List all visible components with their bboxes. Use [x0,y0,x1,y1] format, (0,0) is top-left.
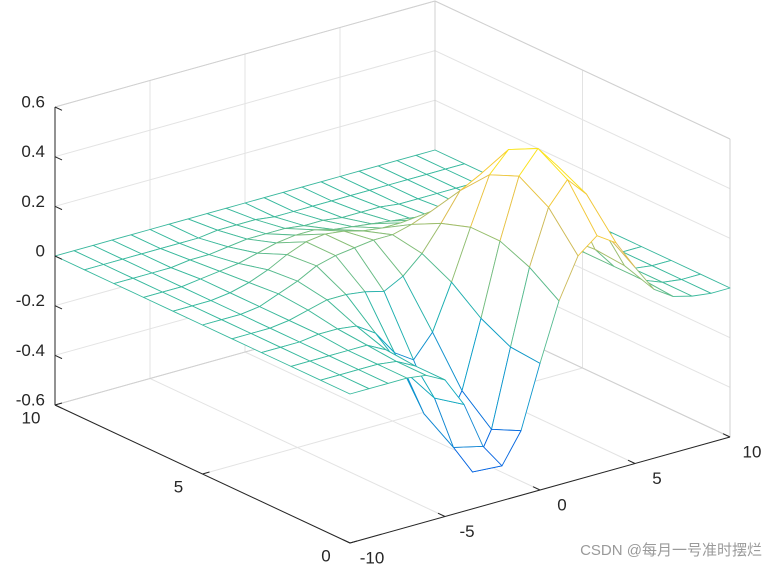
x-tick [627,459,636,464]
x-tick [722,433,731,438]
y-tick [349,540,358,544]
x-tick [342,539,351,544]
x-tick-label: 5 [652,469,661,488]
z-tick [54,305,63,310]
x-tick [532,486,541,491]
mesh-cell [320,374,370,395]
z-tick [54,205,63,211]
z-tick [54,156,63,161]
z-tick-label: 0.6 [21,92,45,111]
z-tick-label: -0.2 [16,291,45,310]
box-edge [434,0,731,140]
z-tick-label: -0.6 [16,390,45,409]
y-tick-label: 5 [174,477,183,496]
z-tick-label: 0 [36,241,45,260]
z-tick-label: 0.2 [21,192,45,211]
x-tick-label: 0 [557,495,566,514]
x-tick-label: -5 [459,522,474,541]
z-tick [54,106,63,111]
box-edge [54,0,436,108]
y-tick [54,402,63,406]
y-tick-label: 0 [321,546,330,565]
z-tick [54,354,63,360]
z-tick-label: -0.4 [16,341,45,360]
y-tick-label: 10 [22,408,41,427]
z-tick [54,255,63,260]
y-tick [202,471,210,475]
mesh-layer [54,148,731,473]
x-tick-label: 10 [743,442,762,461]
z-tick-label: 0.4 [21,142,45,161]
watermark: CSDN @每月一号准时摆烂 [580,542,762,559]
x-tick [437,512,446,517]
x-tick-label: -10 [360,548,385,567]
z-tick [54,404,63,409]
